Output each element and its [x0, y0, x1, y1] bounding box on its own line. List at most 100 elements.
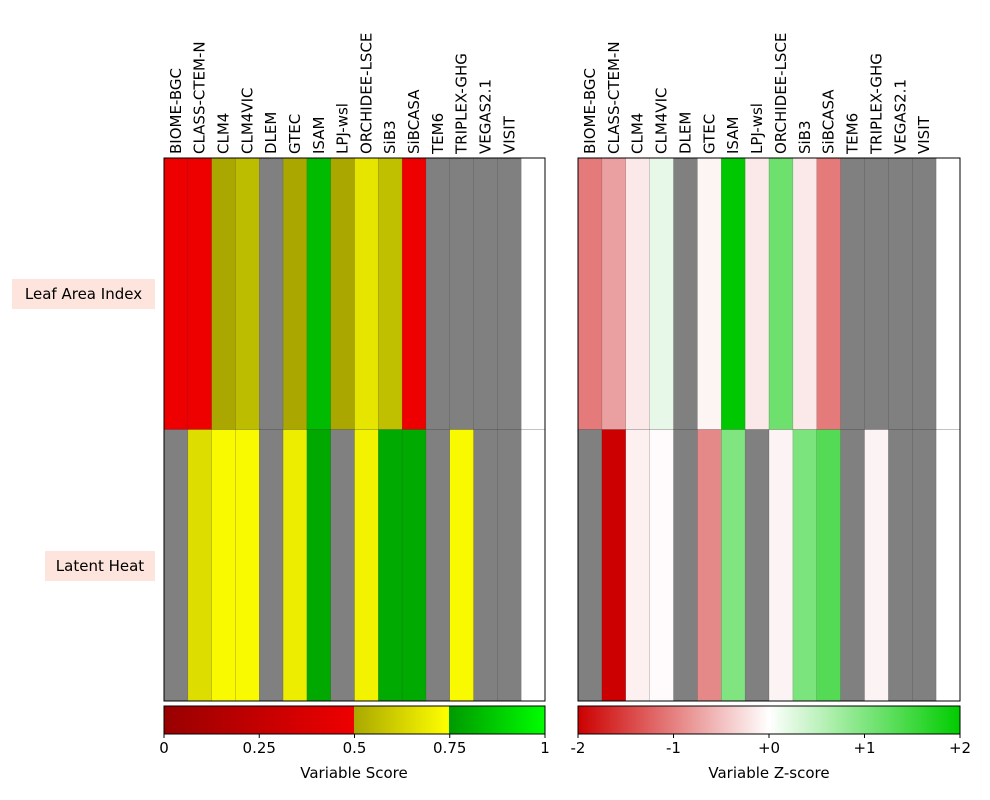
model-label: VEGAS2.1: [891, 79, 909, 154]
colorbar-tick-label: 1: [540, 739, 550, 757]
heatmap-cell: [697, 158, 722, 430]
model-label: TEM6: [429, 113, 447, 155]
heatmap-cell: [259, 429, 284, 702]
heatmap-cell: [649, 429, 674, 702]
heatmap-cell: [283, 429, 308, 702]
model-label: SiBCASA: [820, 89, 838, 154]
heatmap-cell: [721, 429, 746, 702]
score-colorbar-label: Variable Score: [300, 764, 408, 782]
heatmap-cell: [330, 429, 355, 702]
heatmap-cell: [888, 158, 913, 430]
score-colorbar: 0 0.25 0.5 0.75 1 Variable Score: [159, 705, 550, 782]
heatmap-cell: [521, 429, 546, 702]
heatmap-cell: [187, 158, 213, 430]
model-label: CLM4: [215, 113, 233, 154]
colorbar-tick-label: -1: [666, 739, 681, 757]
model-label: SiB3: [796, 120, 814, 154]
row-label-bg-le: [45, 551, 155, 581]
colorbar-tick-label: +1: [853, 739, 875, 757]
colorbar-tick-label: -2: [571, 739, 586, 757]
heatmap-cell: [792, 158, 818, 430]
score-colorbar-red: [164, 706, 354, 734]
model-label: ISAM: [724, 117, 742, 154]
heatmap-cell: [354, 429, 379, 702]
heatmap-cell: [792, 429, 818, 702]
heatmap-cell: [578, 158, 603, 430]
heatmap-cell: [497, 158, 522, 430]
heatmap-cell: [330, 158, 355, 430]
heatmap-cell: [769, 429, 794, 702]
row-labels: Leaf Area Index Latent Heat: [12, 279, 155, 581]
heatmap-cell: [673, 158, 698, 430]
model-label: ORCHIDEE-LSCE: [772, 33, 790, 154]
model-label: ORCHIDEE-LSCE: [357, 33, 375, 154]
heatmap-cell: [673, 429, 698, 702]
model-label: CLASS-CTEM-N: [605, 41, 623, 154]
score-colorbar-green: [449, 706, 545, 734]
heatmap-cell: [235, 429, 260, 702]
heatmap-cell: [354, 158, 379, 430]
heatmap-cell: [840, 158, 865, 430]
heatmap-cell: [697, 429, 722, 702]
heatmap-cell: [164, 158, 189, 430]
model-label: LPJ-wsl: [748, 103, 766, 154]
colorbar-tick-label: 0.25: [243, 739, 276, 757]
model-label: VISIT: [915, 115, 933, 154]
model-label: GTEC: [286, 114, 304, 154]
heatmap-cell: [378, 429, 403, 702]
heatmap-cell: [936, 429, 961, 702]
heatmap-cell: [211, 158, 236, 430]
zscore-colorbar-gradient: [578, 706, 960, 734]
zscore-colorbar: -2 -1 +0 +1 +2 Variable Z-score: [571, 705, 971, 782]
heatmap-cell: [449, 429, 474, 702]
heatmap-cell: [425, 429, 451, 702]
heatmap-cell: [306, 158, 332, 430]
heatmap-cell: [745, 429, 770, 702]
heatmap-frame: [163, 157, 546, 702]
heatmap-cell: [164, 429, 189, 702]
heatmap-cell: [601, 429, 627, 702]
heatmap-cell: [402, 429, 427, 702]
model-label: GTEC: [700, 114, 718, 154]
heatmap-cell: [769, 158, 794, 430]
colorbar-tick-label: 0: [159, 739, 169, 757]
heatmap-cell: [402, 158, 427, 430]
heatmap-cell: [912, 429, 937, 702]
model-label: ISAM: [310, 117, 328, 154]
heatmap-cell: [211, 429, 236, 702]
heatmap-cell: [864, 158, 889, 430]
model-label: CLASS-CTEM-N: [191, 41, 209, 154]
heatmap-cell: [721, 158, 746, 430]
row-label-lai: Leaf Area Index: [25, 285, 142, 303]
model-label: TRIPLEX-GHG: [453, 53, 471, 155]
heatmap-cell: [649, 158, 674, 430]
zscore-heatmap: BIOME-BGC CLASS-CTEM-N CLM4 CLM4VIC DLEM GTEC…: [577, 33, 961, 702]
colorbar-tick-label: 0.75: [433, 739, 466, 757]
heatmap-cell: [601, 158, 627, 430]
colorbar-tick-label: 0.5: [343, 739, 367, 757]
row-label-bg-lai: [12, 279, 155, 309]
model-label: LPJ-wsl: [334, 103, 352, 154]
model-label: CLM4VIC: [238, 88, 256, 154]
heatmap-cell: [497, 429, 522, 702]
heatmap-cell: [625, 429, 651, 702]
heatmap-cell: [449, 158, 474, 430]
score-colorbar-yellow: [354, 706, 449, 734]
model-label: CLM4: [629, 113, 647, 154]
model-label: DLEM: [676, 112, 694, 154]
model-label: VISIT: [500, 115, 518, 154]
heatmap-cell: [625, 158, 651, 430]
colorbar-tick-label: +2: [949, 739, 971, 757]
heatmap-cell: [521, 158, 546, 430]
heatmap-cell: [259, 158, 284, 430]
score-heatmap: BIOME-BGC CLASS-CTEM-N CLM4 CLM4VIC DLEM GTEC…: [163, 33, 546, 702]
model-label: BIOME-BGC: [167, 68, 185, 154]
heatmap-cell: [473, 158, 498, 430]
model-label: SiBCASA: [405, 89, 423, 154]
heatmap-frame: [577, 157, 961, 702]
heatmap-cell: [864, 429, 889, 702]
model-label: VEGAS2.1: [476, 79, 494, 154]
heatmap-cell: [840, 429, 865, 702]
heatmap-cell: [888, 429, 913, 702]
